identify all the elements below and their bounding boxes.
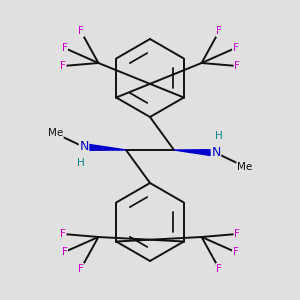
Text: F: F: [60, 229, 66, 239]
Text: F: F: [61, 247, 68, 257]
Text: H: H: [77, 158, 85, 169]
Polygon shape: [84, 144, 126, 150]
Text: F: F: [78, 26, 84, 37]
Text: F: F: [78, 263, 84, 274]
Text: Me: Me: [237, 161, 252, 172]
Text: N: N: [79, 140, 89, 154]
Text: F: F: [232, 43, 238, 53]
Text: F: F: [216, 26, 222, 37]
Text: F: F: [216, 263, 222, 274]
Text: Me: Me: [48, 128, 63, 139]
Text: F: F: [234, 229, 240, 239]
Text: N: N: [211, 146, 221, 160]
Polygon shape: [174, 150, 216, 156]
Text: F: F: [61, 43, 68, 53]
Text: H: H: [215, 130, 223, 141]
Text: F: F: [60, 61, 66, 71]
Text: F: F: [234, 61, 240, 71]
Text: F: F: [232, 247, 238, 257]
